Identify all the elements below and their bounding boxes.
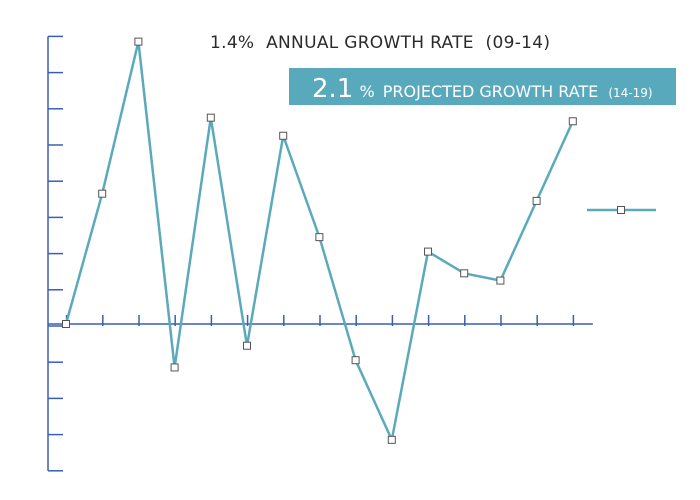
data-point: [351, 356, 360, 365]
historical-growth-period: (09-14): [486, 33, 551, 53]
projected-growth-symbol: %: [359, 82, 374, 101]
historical-growth-value: 1.4%: [210, 33, 254, 53]
projected-growth-period: (14-19): [608, 86, 652, 100]
projected-growth-label: PROJECTED GROWTH RATE: [383, 82, 599, 101]
data-point: [315, 233, 324, 242]
data-point: [568, 117, 577, 126]
projected-growth-value: 2.1: [312, 74, 353, 104]
data-point: [532, 196, 541, 205]
legend: [587, 206, 656, 214]
data-point: [460, 269, 469, 278]
data-point: [206, 113, 215, 122]
data-point: [62, 320, 70, 328]
data-point: [279, 131, 288, 140]
data-point: [98, 189, 107, 198]
projected-growth-banner: [289, 68, 676, 105]
data-point: [387, 435, 396, 444]
data-point: [134, 37, 143, 46]
data-point: [496, 276, 505, 285]
axes: [47, 35, 593, 472]
data-point: [243, 341, 251, 350]
projected-growth-annotation: 2.1 % PROJECTED GROWTH RATE (14-19): [312, 74, 653, 104]
data-point: [170, 363, 179, 372]
historical-growth-annotation: 1.4% ANNUAL GROWTH RATE (09-14): [210, 33, 550, 53]
legend-marker: [617, 206, 625, 214]
series-layer: [62, 37, 577, 444]
historical-growth-label: ANNUAL GROWTH RATE: [266, 33, 474, 53]
data-point: [424, 247, 432, 256]
